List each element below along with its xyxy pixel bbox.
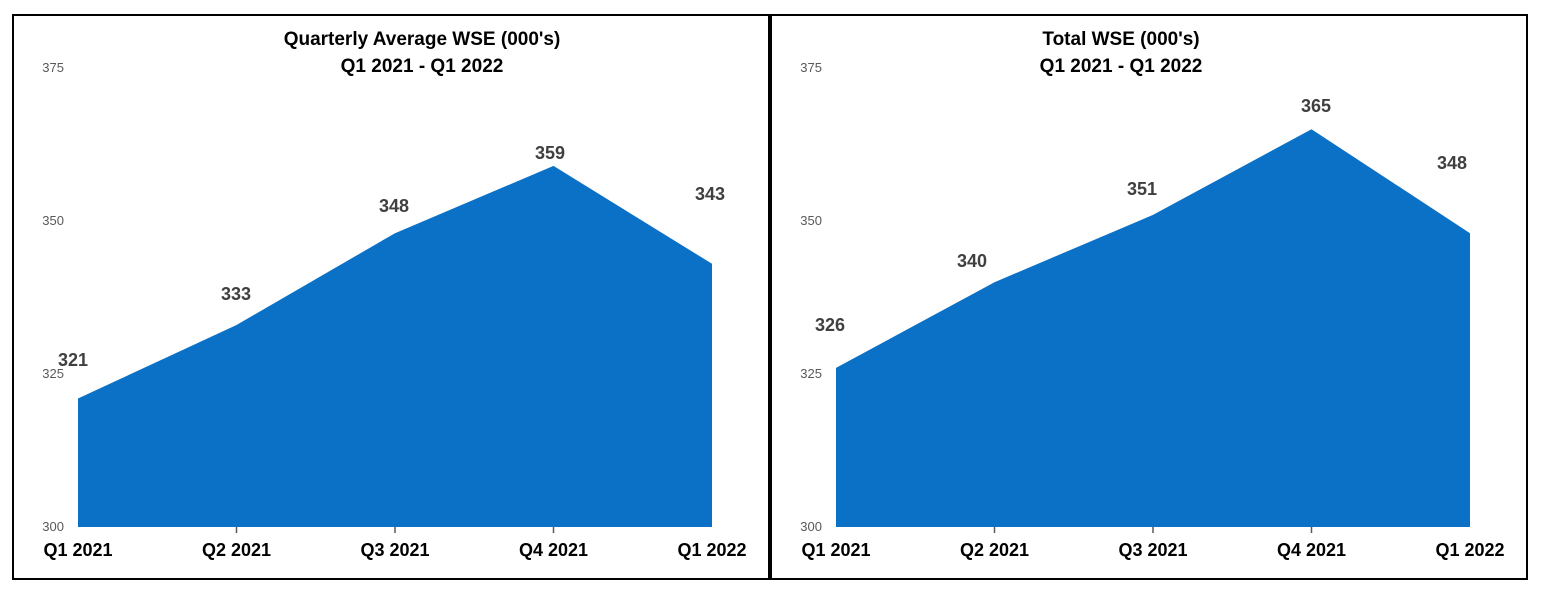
y-axis-tick-label: 325 xyxy=(42,366,64,381)
y-axis-tick-label: 325 xyxy=(800,366,822,381)
data-label: 321 xyxy=(57,350,89,370)
data-label: 340 xyxy=(956,251,988,271)
x-axis-category-label: Q2 2021 xyxy=(201,540,272,560)
area-fill xyxy=(836,129,1470,527)
data-label: 343 xyxy=(694,184,726,204)
x-axis-category-label: Q3 2021 xyxy=(360,540,430,560)
y-axis-tick-label: 375 xyxy=(800,60,822,75)
y-axis-tick-label: 350 xyxy=(42,213,64,228)
x-axis-category-label: Q1 2022 xyxy=(677,540,747,560)
data-label: 351 xyxy=(1126,179,1158,199)
area-fill xyxy=(78,165,712,527)
chart-panel-quarterly-average: Quarterly Average WSE (000's) Q1 2021 - … xyxy=(12,14,770,580)
data-label: 348 xyxy=(1436,153,1468,173)
data-label: 326 xyxy=(814,315,846,335)
data-label: 333 xyxy=(220,284,252,304)
x-axis-category-label: Q3 2021 xyxy=(1118,540,1188,560)
area-chart-plot xyxy=(836,129,1470,533)
chart-panel-total: Total WSE (000's) Q1 2021 - Q1 2022 300 3… xyxy=(770,14,1528,580)
y-axis-tick-label: 375 xyxy=(42,60,64,75)
data-label: 365 xyxy=(1300,96,1332,116)
y-axis-tick-label: 300 xyxy=(800,519,822,534)
chart-title: Total WSE (000's) xyxy=(1042,29,1200,50)
chart-subtitle: Q1 2021 - Q1 2022 xyxy=(340,56,504,77)
chart-title: Quarterly Average WSE (000's) xyxy=(283,29,561,50)
x-axis-category-label: Q1 2021 xyxy=(801,540,871,560)
area-chart-plot xyxy=(78,165,712,533)
x-axis-category-label: Q4 2021 xyxy=(1276,540,1347,560)
x-axis-category-label: Q1 2022 xyxy=(1435,540,1505,560)
data-label: 348 xyxy=(378,196,410,216)
x-axis-category-label: Q2 2021 xyxy=(959,540,1030,560)
data-label: 359 xyxy=(534,143,566,163)
chart-title-block: Quarterly Average WSE (000's) Q1 2021 - … xyxy=(284,26,561,80)
y-axis-tick-label: 300 xyxy=(42,519,64,534)
x-axis-category-label: Q1 2021 xyxy=(43,540,113,560)
chart-subtitle: Q1 2021 - Q1 2022 xyxy=(1039,56,1203,77)
x-axis-category-label: Q4 2021 xyxy=(518,540,589,560)
chart-title-block: Total WSE (000's) Q1 2021 - Q1 2022 xyxy=(1040,26,1203,80)
y-axis-tick-label: 350 xyxy=(800,213,822,228)
